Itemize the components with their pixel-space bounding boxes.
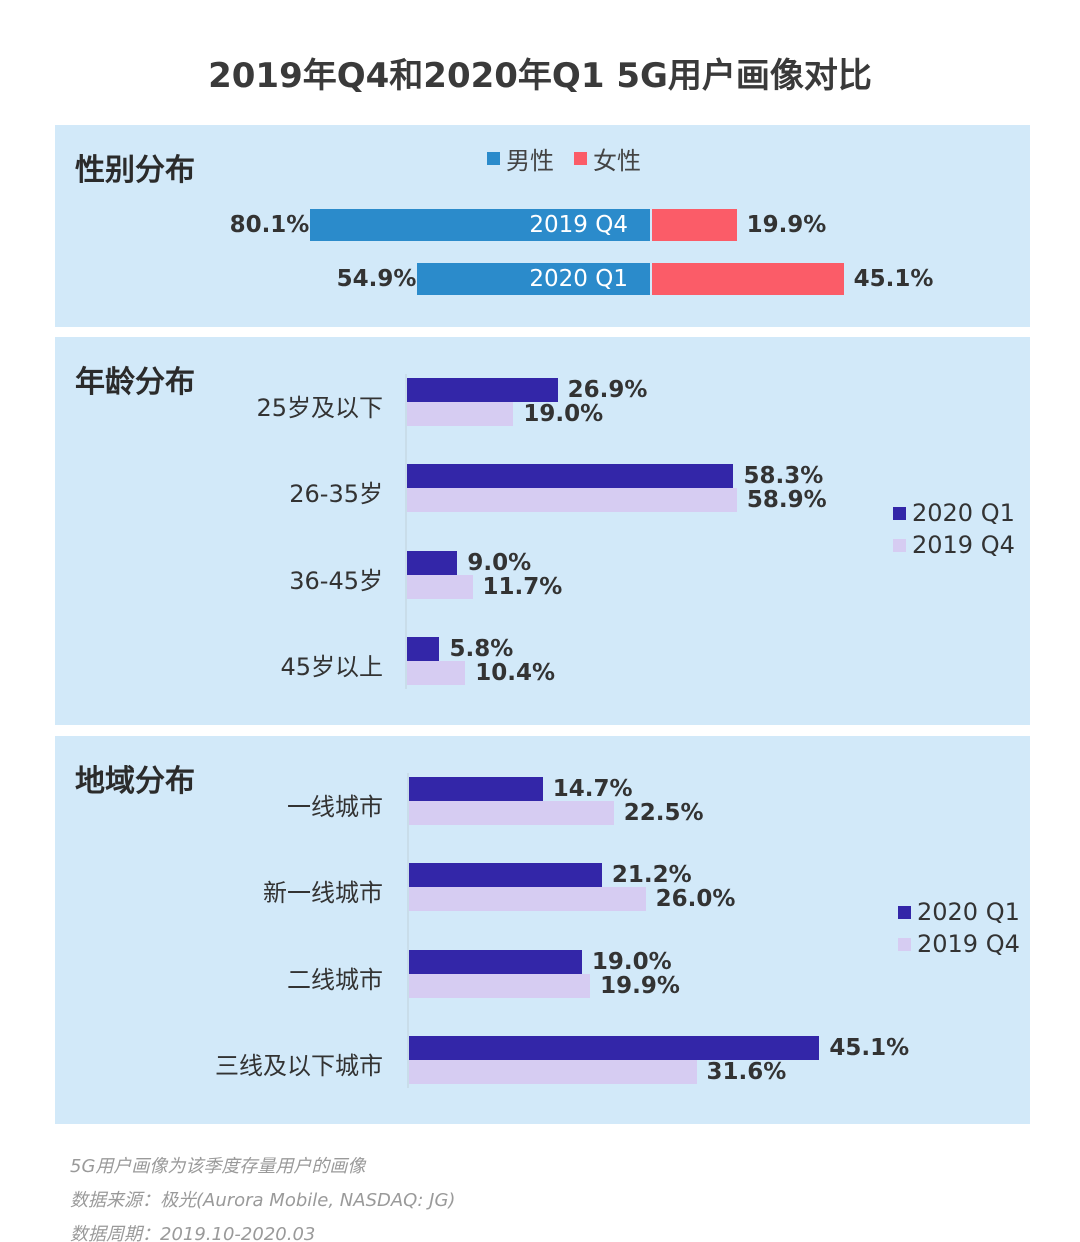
gender-value-male: 80.1% [229,212,310,238]
bar-2020-q1 [407,378,558,402]
value-2019-q4: 11.7% [482,574,563,600]
value-2020-q1: 9.0% [467,550,532,576]
gender-bar-male: 2020 Q1 [416,263,650,295]
category-label: 25岁及以下 [256,394,383,422]
bar-2019-q4 [409,1060,697,1084]
female-swatch [574,152,587,165]
footnote-1: 5G用户画像为该季度存量用户的画像 [70,1156,366,1177]
bar-2019-q4 [407,661,466,685]
chart-title: 2019年Q4和2020年Q1 5G用户画像对比 [208,56,872,96]
gender-legend: 男性 女性 [487,141,641,176]
bar-2020-q1 [407,637,440,661]
value-2019-q4: 26.0% [655,886,736,912]
legend-item-female: 女性 [574,141,641,176]
bar-2019-q4 [407,575,473,599]
legend-label-male: 男性 [506,147,554,175]
region-legend-q4-label: 2019 Q4 [917,930,1020,958]
gender-panel: 性别分布 男性 女性 2019 Q4 80.1% 19.9% 2020 Q1 54.9%… [55,125,1030,327]
bar-2020-q1 [409,1036,820,1060]
age-legend-q1: 2020 Q1 [893,499,1015,527]
value-2020-q1: 26.9% [567,377,648,403]
value-2020-q1: 21.2% [611,862,692,888]
legend-item-male: 男性 [487,141,554,176]
footnotes: 5G用户画像为该季度存量用户的画像 数据来源：极光(Aurora Mobile,… [70,1150,455,1242]
axis-line [405,374,407,689]
value-2020-q1: 45.1% [829,1035,910,1061]
category-label: 三线及以下城市 [215,1052,383,1080]
male-swatch [487,152,500,165]
category-label: 45岁以上 [280,653,383,681]
value-2019-q4: 58.9% [746,487,827,513]
value-2020-q1: 58.3% [743,463,824,489]
gender-panel-title: 性别分布 [75,153,195,188]
bar-2019-q4 [409,801,614,825]
value-2019-q4: 22.5% [623,800,704,826]
category-label: 26-35岁 [289,480,383,508]
gender-bar-female [652,263,844,295]
q4-swatch [898,937,911,951]
footnote-3: 数据周期：2019.10-2020.03 [70,1224,316,1242]
region-legend-q1-label: 2020 Q1 [917,898,1020,926]
bar-2019-q4 [407,402,514,426]
value-2020-q1: 5.8% [449,636,514,662]
value-2019-q4: 19.9% [600,973,680,999]
age-legend-q4-label: 2019 Q4 [912,531,1015,559]
category-label: 36-45岁 [289,567,383,595]
region-legend: 2020 Q1 2019 Q4 [898,898,1020,962]
age-panel: 年龄分布 25岁及以下 26.9% 19.0% 26-35岁 58.3% 58.9% 36-… [55,337,1030,725]
bar-2020-q1 [409,777,543,801]
gender-bar-male: 2019 Q4 [309,209,650,241]
q4-swatch [893,538,906,552]
region-legend-q1: 2020 Q1 [898,898,1020,926]
bar-2020-q1 [409,863,602,887]
gender-value-male: 54.9% [336,266,417,292]
q1-swatch [893,506,906,520]
gender-bar-category-label: 2019 Q4 [529,212,628,238]
region-panel: 地域分布 一线城市 14.7% 22.5% 新一线城市 21.2% 26.0% 二线城市 19… [55,736,1030,1124]
gender-value-female: 45.1% [853,266,934,292]
bar-2019-q4 [407,488,737,512]
value-2019-q4: 31.6% [706,1059,787,1085]
gender-bar-female [652,209,737,241]
category-label: 二线城市 [287,966,383,994]
age-legend: 2020 Q1 2019 Q4 [893,499,1015,563]
q1-swatch [898,905,911,919]
bar-2020-q1 [407,464,734,488]
value-2019-q4: 10.4% [475,660,556,686]
bar-2020-q1 [409,950,582,974]
region-panel-title: 地域分布 [75,764,195,799]
category-label: 新一线城市 [263,879,383,907]
axis-line [407,773,409,1088]
value-2020-q1: 14.7% [552,776,633,802]
legend-label-female: 女性 [593,147,641,175]
age-legend-q1-label: 2020 Q1 [912,499,1015,527]
age-panel-title: 年龄分布 [75,365,195,400]
gender-value-female: 19.9% [746,212,827,238]
value-2020-q1: 19.0% [591,949,672,975]
region-legend-q4: 2019 Q4 [898,930,1020,958]
category-label: 一线城市 [287,793,383,821]
footnote-2: 数据来源：极光(Aurora Mobile, NASDAQ: JG) [70,1190,456,1211]
gender-bar-category-label: 2020 Q1 [529,266,628,292]
value-2019-q4: 19.0% [523,401,604,427]
bar-2020-q1 [407,551,458,575]
bar-2019-q4 [409,974,591,998]
bar-2019-q4 [409,887,646,911]
age-legend-q4: 2019 Q4 [893,531,1015,559]
